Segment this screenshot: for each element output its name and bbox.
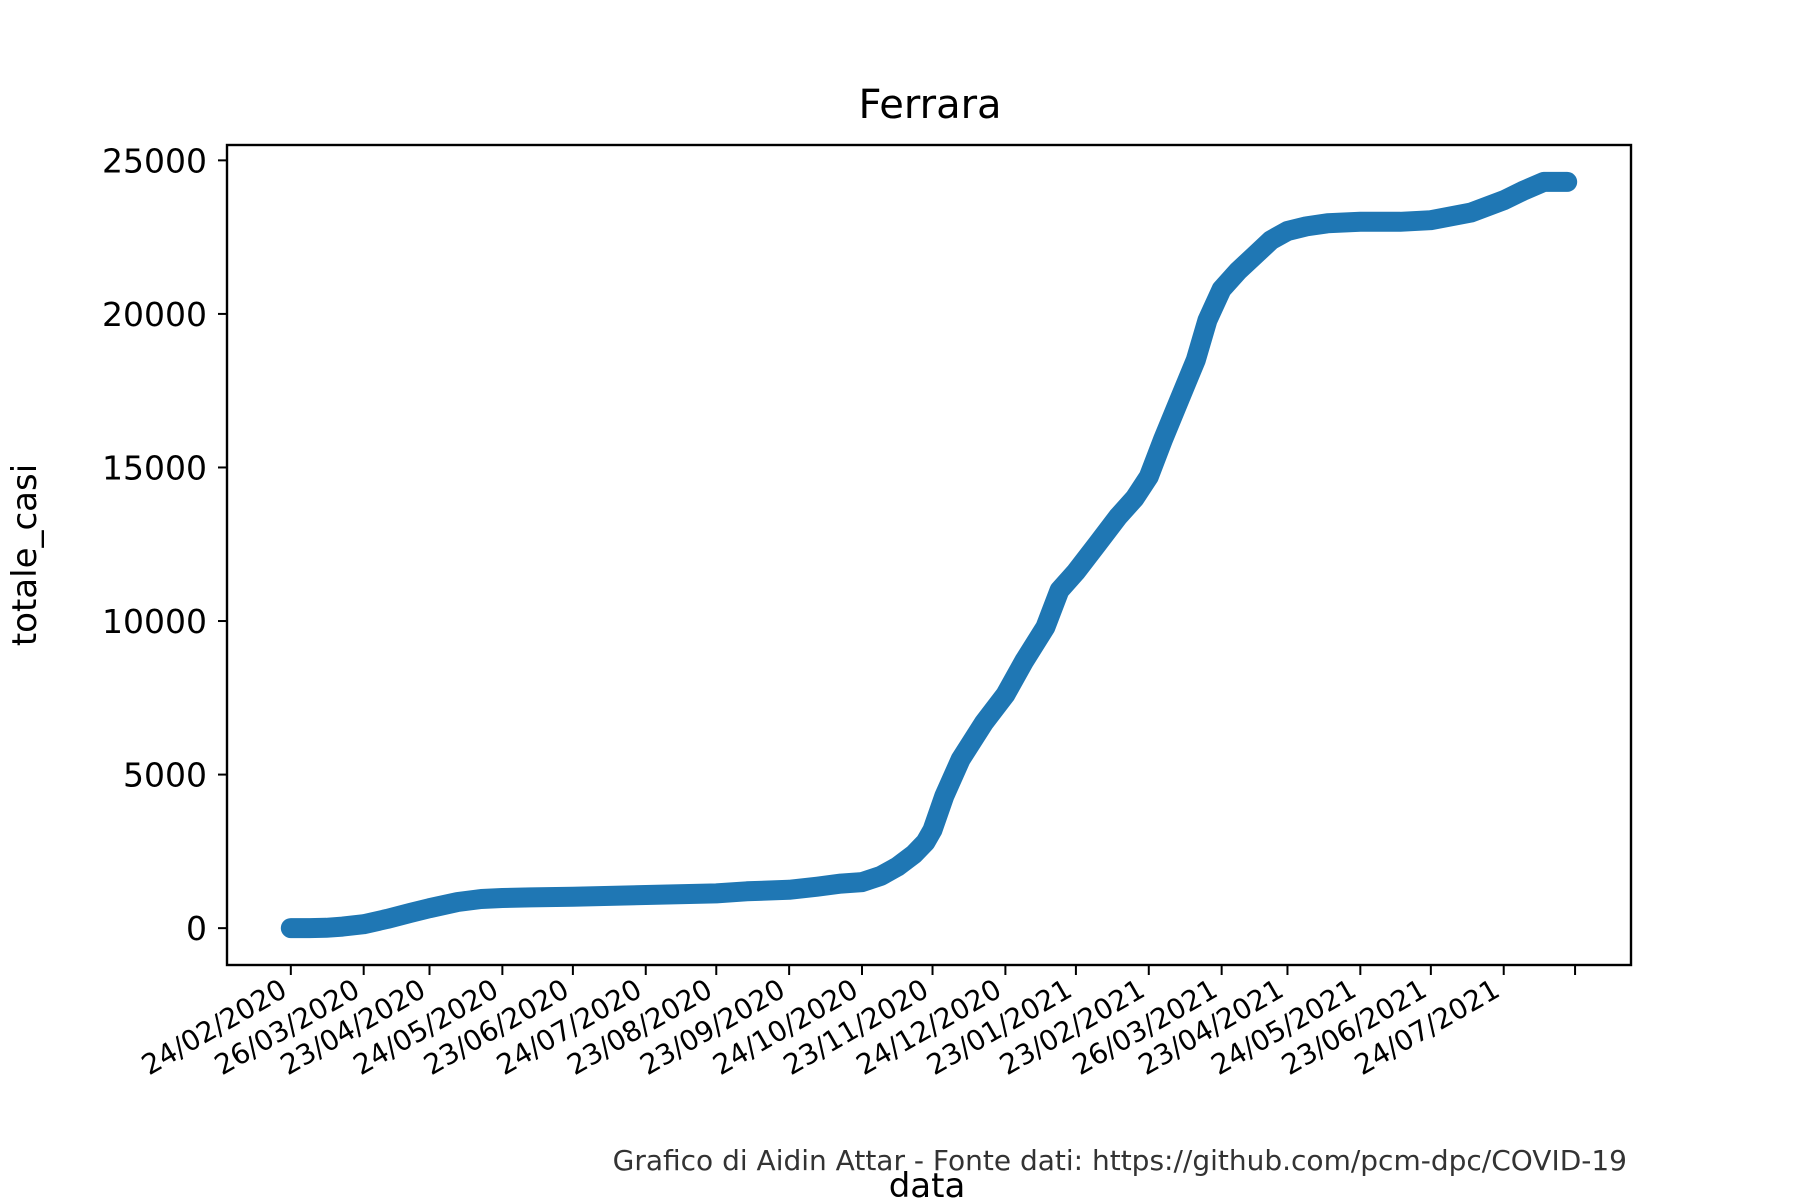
y-tick-label: 20000 (102, 295, 207, 334)
y-axis-ticks: 0 5000 10000 15000 20000 25000 (102, 141, 227, 948)
x-axis-ticks: 24/02/202026/03/202023/04/202024/05/2020… (136, 965, 1577, 1082)
y-tick-label: 10000 (102, 602, 207, 641)
source-credit: Grafico di Aidin Attar - Fonte dati: htt… (613, 1144, 1627, 1177)
series-layer (280, 171, 1578, 939)
x-axis-label: data (889, 1166, 966, 1200)
chart-title: Ferrara (858, 82, 1001, 128)
plot-area-frame (225, 143, 1633, 967)
series-line-totale-casi (280, 171, 1578, 939)
y-axis-label: totale_casi (5, 464, 45, 646)
y-tick-label: 0 (186, 909, 207, 948)
y-tick-label: 5000 (123, 756, 207, 795)
y-tick-label: 15000 (102, 448, 207, 487)
y-tick-label: 25000 (102, 141, 207, 180)
